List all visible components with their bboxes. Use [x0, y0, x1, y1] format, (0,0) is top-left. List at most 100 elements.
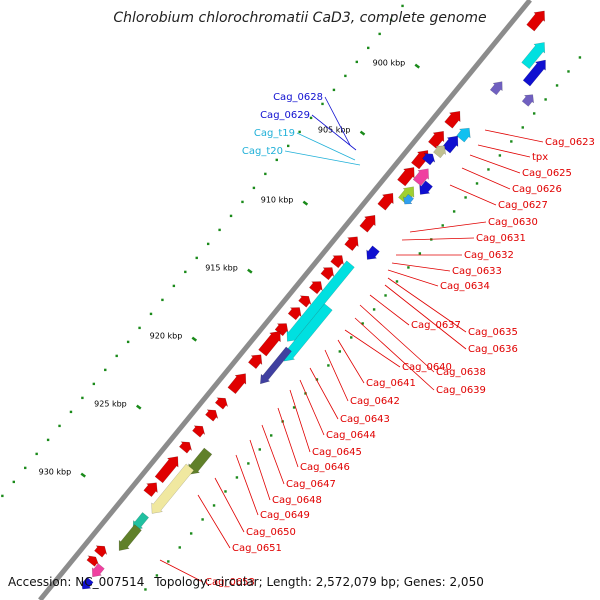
tick-dot	[24, 466, 27, 470]
gene-arrow	[214, 397, 229, 410]
tick-dot	[498, 154, 502, 157]
tick-dot	[138, 326, 141, 330]
tick-dot	[418, 252, 422, 255]
tick-dot	[178, 546, 181, 549]
tick-dot	[206, 242, 210, 246]
gene-label: Cag_0626	[512, 184, 562, 195]
leader-line	[284, 150, 361, 166]
leader-line	[387, 277, 467, 333]
gene-arrow	[344, 236, 359, 252]
map-title: Chlorobium chlorochromatii CaD3, complet…	[113, 10, 487, 26]
tick-label: 930 kbp	[39, 468, 72, 477]
tick-dot	[241, 200, 244, 204]
gene-label: Cag_t19	[254, 128, 295, 139]
leader-line	[469, 154, 521, 174]
tick-dot	[286, 144, 290, 148]
gene-arrow	[377, 192, 394, 211]
gene-label: Cag_0648	[272, 495, 322, 506]
gene-arrow	[94, 545, 108, 558]
tick-dot	[224, 490, 227, 493]
tick-dot	[69, 410, 73, 414]
leader-line	[249, 439, 271, 501]
gene-features	[81, 10, 546, 590]
tick-mark	[302, 200, 309, 206]
gene-labels: Cag_0628 Cag_0629 Cag_t19 Cag_t20 Cag_0623tp…	[205, 92, 595, 588]
gene-arrow	[227, 373, 247, 395]
tick-label: 910 kbp	[261, 196, 294, 205]
gene-arrow	[522, 59, 546, 87]
gene-label: Cag_0638	[436, 367, 486, 378]
tick-dot	[327, 364, 330, 367]
gene-arrow	[192, 425, 206, 438]
gene-arrow	[143, 482, 158, 498]
gene-arrow	[205, 409, 219, 422]
gene-arrow	[260, 346, 292, 385]
gene-arrow	[412, 168, 429, 187]
gene-arrow	[154, 456, 179, 484]
tick-dot	[372, 308, 376, 311]
tick-dot	[184, 270, 187, 274]
tick-dot	[115, 354, 118, 358]
gene-label: Cag_0633	[452, 266, 502, 277]
tick-dot	[441, 224, 444, 227]
gene-label: Cag_0629	[260, 110, 310, 121]
leader-line	[299, 379, 325, 436]
gene-label: Cag_0646	[300, 462, 350, 473]
tick-dot	[344, 74, 347, 78]
gene-arrow	[359, 214, 376, 233]
gene-arrow	[86, 555, 99, 567]
tick-dot	[252, 186, 256, 190]
leader-line	[369, 294, 410, 326]
label-leader-lines	[159, 96, 544, 583]
gene-arrow	[132, 512, 150, 531]
tick-dot	[292, 406, 296, 409]
leader-line	[391, 262, 451, 272]
tick-dot	[532, 112, 536, 115]
leader-line	[235, 454, 259, 516]
leader-line	[401, 237, 475, 241]
gene-arrow	[298, 295, 312, 308]
tick-dot	[332, 88, 336, 92]
tick-dot	[235, 476, 239, 479]
accession-text: Accession: NC_007514	[8, 575, 145, 589]
tick-dot	[464, 196, 467, 199]
gene-arrow	[320, 267, 335, 281]
tick-dot	[275, 158, 278, 162]
tick-dot	[475, 182, 479, 185]
tick-dot	[395, 280, 399, 283]
gene-arrow	[427, 130, 445, 149]
leader-line	[214, 477, 245, 533]
tick-dot	[401, 4, 404, 8]
tick-dot	[389, 18, 393, 22]
gene-label: Cag_0628	[273, 92, 323, 103]
tick-dot	[544, 98, 547, 101]
tick-dot	[321, 102, 324, 106]
tick-dot	[149, 312, 153, 316]
gene-arrow	[433, 145, 447, 159]
gene-label: Cag_0650	[246, 527, 296, 538]
tick-dot	[35, 452, 38, 456]
gene-arrow	[274, 323, 289, 337]
tick-dot	[555, 84, 559, 87]
gene-arrow	[398, 186, 415, 205]
tick-dot	[487, 168, 490, 171]
tick-dot	[104, 368, 107, 372]
tick-dot	[298, 130, 301, 134]
gene-label: Cag_0644	[326, 430, 376, 441]
tick-dot	[452, 210, 456, 213]
gene-arrow	[178, 441, 193, 454]
gene-label: Cag_0653	[205, 577, 255, 588]
leader-line	[324, 96, 351, 146]
tick-dot	[338, 350, 342, 353]
tick-dot	[46, 438, 50, 442]
gene-label: Cag_0631	[476, 233, 526, 244]
tick-mark	[80, 472, 86, 478]
gene-arrow	[286, 260, 355, 342]
gene-arrow	[456, 127, 471, 143]
gene-label: Cag_0625	[522, 168, 572, 179]
leader-line	[449, 184, 497, 206]
map-footer: Accession: NC_007514 Topology: circular;…	[8, 575, 484, 589]
tick-dot	[58, 424, 61, 428]
leader-line	[384, 284, 467, 350]
tick-mark	[247, 268, 253, 274]
